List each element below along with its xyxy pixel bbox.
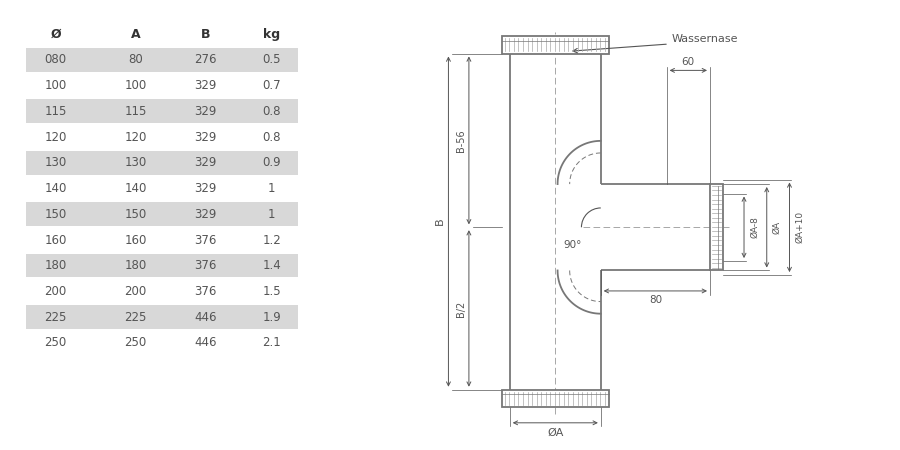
Bar bbox=[26, 99, 298, 123]
Bar bbox=[26, 202, 298, 226]
Text: 200: 200 bbox=[124, 285, 147, 298]
Text: 90°: 90° bbox=[563, 239, 581, 250]
Text: 1.4: 1.4 bbox=[262, 259, 281, 272]
Text: kg: kg bbox=[263, 28, 280, 40]
Text: B: B bbox=[436, 218, 446, 225]
Text: 276: 276 bbox=[194, 54, 216, 67]
Bar bbox=[26, 48, 298, 72]
Text: 329: 329 bbox=[194, 182, 216, 195]
Text: 200: 200 bbox=[45, 285, 67, 298]
Bar bbox=[26, 151, 298, 175]
Text: Ø: Ø bbox=[50, 28, 61, 40]
Bar bbox=[26, 305, 298, 329]
Text: 160: 160 bbox=[44, 234, 67, 247]
Text: 225: 225 bbox=[44, 310, 67, 324]
Text: 0.8: 0.8 bbox=[263, 105, 281, 118]
Text: B/2: B/2 bbox=[455, 300, 465, 316]
Text: A: A bbox=[130, 28, 140, 40]
Text: 120: 120 bbox=[44, 130, 67, 144]
Bar bbox=[501, 390, 609, 407]
Text: 60: 60 bbox=[681, 57, 695, 67]
Text: 150: 150 bbox=[124, 208, 147, 221]
Text: 329: 329 bbox=[194, 79, 216, 92]
Text: 225: 225 bbox=[124, 310, 147, 324]
Text: 180: 180 bbox=[124, 259, 147, 272]
Text: 329: 329 bbox=[194, 105, 216, 118]
Text: 080: 080 bbox=[45, 54, 67, 67]
Text: 250: 250 bbox=[124, 337, 147, 350]
Text: 150: 150 bbox=[45, 208, 67, 221]
Text: 130: 130 bbox=[124, 156, 147, 169]
Text: 376: 376 bbox=[194, 285, 216, 298]
Text: 115: 115 bbox=[44, 105, 67, 118]
Text: 1: 1 bbox=[268, 208, 275, 221]
Text: ØA: ØA bbox=[547, 428, 563, 438]
Text: 329: 329 bbox=[194, 156, 216, 169]
Text: 130: 130 bbox=[45, 156, 67, 169]
Text: B-56: B-56 bbox=[455, 129, 465, 152]
Text: B: B bbox=[201, 28, 210, 40]
Text: 100: 100 bbox=[124, 79, 147, 92]
Text: ØA+10: ØA+10 bbox=[796, 211, 805, 243]
Text: 0.9: 0.9 bbox=[262, 156, 281, 169]
Text: 1.5: 1.5 bbox=[262, 285, 281, 298]
Text: 0.8: 0.8 bbox=[263, 130, 281, 144]
Text: ØA: ØA bbox=[773, 220, 782, 234]
Text: 80: 80 bbox=[128, 54, 143, 67]
Text: 140: 140 bbox=[44, 182, 67, 195]
Text: 2.1: 2.1 bbox=[262, 337, 281, 350]
Text: 0.5: 0.5 bbox=[263, 54, 281, 67]
Text: 250: 250 bbox=[45, 337, 67, 350]
Bar bbox=[501, 36, 609, 54]
Text: Wassernase: Wassernase bbox=[671, 34, 738, 44]
Text: 329: 329 bbox=[194, 208, 216, 221]
Text: 376: 376 bbox=[194, 234, 216, 247]
Text: ØA-8: ØA-8 bbox=[750, 216, 759, 238]
Text: 1: 1 bbox=[268, 182, 275, 195]
Text: 1.9: 1.9 bbox=[262, 310, 281, 324]
Text: 80: 80 bbox=[649, 295, 662, 305]
Text: 376: 376 bbox=[194, 259, 216, 272]
Text: 446: 446 bbox=[194, 310, 216, 324]
Text: 115: 115 bbox=[124, 105, 147, 118]
Text: 160: 160 bbox=[124, 234, 147, 247]
Text: 180: 180 bbox=[45, 259, 67, 272]
Text: 120: 120 bbox=[124, 130, 147, 144]
Text: 446: 446 bbox=[194, 337, 216, 350]
Text: 140: 140 bbox=[124, 182, 147, 195]
Text: 0.7: 0.7 bbox=[262, 79, 281, 92]
Bar bbox=[710, 184, 723, 270]
Text: 100: 100 bbox=[45, 79, 67, 92]
Text: 329: 329 bbox=[194, 130, 216, 144]
Text: 1.2: 1.2 bbox=[262, 234, 281, 247]
Bar bbox=[26, 254, 298, 277]
